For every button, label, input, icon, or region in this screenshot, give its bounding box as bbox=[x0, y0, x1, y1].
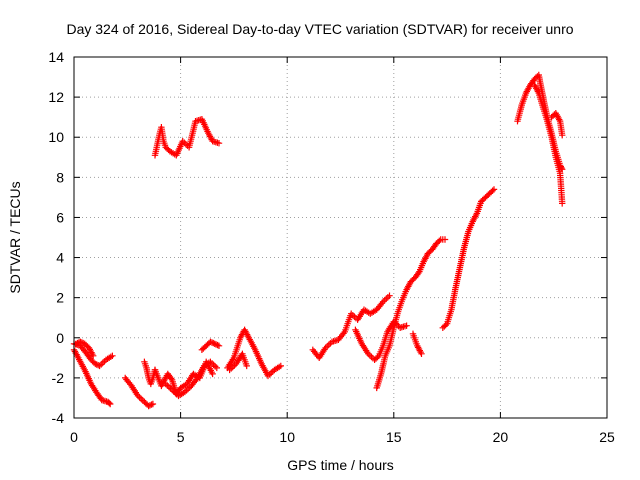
y-tick-label: -2 bbox=[52, 370, 65, 386]
plot-frame bbox=[73, 56, 608, 419]
series-track-10 bbox=[224, 326, 284, 380]
axis-ticks bbox=[73, 56, 608, 419]
series-track-4 bbox=[122, 374, 157, 410]
data-points bbox=[70, 71, 566, 410]
marker-path-track-19 bbox=[548, 110, 566, 139]
x-axis-label: GPS time / hours bbox=[287, 457, 394, 473]
x-tick-label: 10 bbox=[279, 429, 295, 445]
x-tick-label: 5 bbox=[177, 429, 185, 445]
chart-title: Day 324 of 2016, Sidereal Day-to-day VTE… bbox=[66, 21, 573, 37]
x-tick-label: 0 bbox=[70, 429, 78, 445]
series-track-9 bbox=[198, 338, 223, 353]
marker-path-track-16 bbox=[439, 186, 498, 331]
x-tick-label: 25 bbox=[599, 429, 615, 445]
series-track-16 bbox=[439, 186, 498, 331]
marker-path-track-11 bbox=[226, 350, 250, 374]
series-track-2 bbox=[72, 338, 97, 359]
y-tick-label: 6 bbox=[56, 209, 64, 225]
marker-path-track-14 bbox=[373, 236, 449, 392]
marker-path-track-9 bbox=[198, 338, 223, 353]
x-tick-labels: 0 5 10 15 20 25 bbox=[70, 429, 615, 445]
marker-path-track-6 bbox=[151, 116, 223, 159]
series-track-13 bbox=[352, 318, 410, 363]
x-tick-label: 15 bbox=[386, 429, 402, 445]
gridlines bbox=[74, 57, 607, 418]
series-track-15 bbox=[409, 330, 425, 357]
y-tick-label: 12 bbox=[48, 89, 64, 105]
marker-path-track-13 bbox=[352, 318, 410, 363]
series-track-11 bbox=[226, 350, 250, 374]
y-tick-label: 14 bbox=[48, 49, 64, 65]
x-tick-label: 20 bbox=[493, 429, 509, 445]
series-track-8 bbox=[162, 358, 220, 400]
marker-path-track-4 bbox=[122, 374, 157, 410]
y-tick-label: 2 bbox=[56, 290, 64, 306]
marker-path-track-15 bbox=[409, 330, 425, 357]
y-axis-label: SDTVAR / TECUs bbox=[7, 181, 23, 293]
marker-path-track-12 bbox=[309, 292, 393, 361]
series-track-19 bbox=[548, 110, 566, 139]
series-track-6 bbox=[151, 116, 223, 159]
series-track-18 bbox=[531, 81, 566, 207]
y-tick-label: 0 bbox=[56, 330, 64, 346]
series-track-12 bbox=[309, 292, 393, 361]
series-track-14 bbox=[373, 236, 449, 392]
y-tick-label: 10 bbox=[48, 129, 64, 145]
marker-path-track-18 bbox=[531, 81, 566, 207]
marker-path-track-8 bbox=[162, 358, 220, 400]
marker-path-track-10 bbox=[224, 326, 284, 380]
y-tick-label: 8 bbox=[56, 169, 64, 185]
y-tick-label: 4 bbox=[56, 250, 64, 266]
y-tick-labels: -4 -2 0 2 4 6 8 10 12 14 bbox=[48, 49, 64, 426]
marker-path-track-2 bbox=[72, 338, 97, 359]
y-tick-label: -4 bbox=[52, 410, 65, 426]
